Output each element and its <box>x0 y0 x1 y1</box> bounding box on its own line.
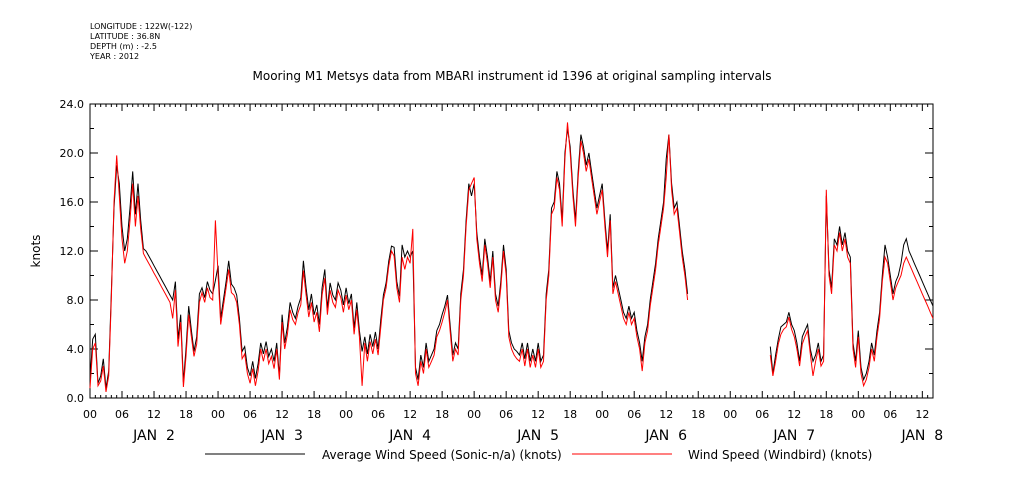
longitude-text: LONGITUDE : 122W(-122) <box>90 22 193 31</box>
day-label: JAN 5 <box>516 428 559 444</box>
metadata-block: LONGITUDE : 122W(-122) LATITUDE : 36.8N … <box>90 22 192 62</box>
series-line-sonic <box>769 195 934 382</box>
x-tick-label: 12 <box>531 408 545 421</box>
x-tick-label: 00 <box>723 408 737 421</box>
x-tick-label: 00 <box>211 408 225 421</box>
series-line-sonic <box>89 128 689 389</box>
y-tick-label: 16.0 <box>60 196 85 209</box>
x-tick-label: 18 <box>435 408 449 421</box>
x-tick-label: 06 <box>115 408 129 421</box>
legend: Average Wind Speed (Sonic-n/a) (knots) W… <box>205 448 872 462</box>
x-tick-label: 12 <box>787 408 801 421</box>
x-tick-label: 18 <box>307 408 321 421</box>
x-tick-label: 12 <box>659 408 673 421</box>
y-axis-label: knots <box>29 235 43 268</box>
x-tick-label: 06 <box>499 408 513 421</box>
chart-title: Mooring M1 Metsys data from MBARI instru… <box>253 69 772 83</box>
day-label: JAN 4 <box>388 428 431 444</box>
legend-label-windbird: Wind Speed (Windbird) (knots) <box>688 448 872 462</box>
latitude-text: LATITUDE : 36.8N <box>90 32 161 41</box>
day-label: JAN 6 <box>644 428 687 444</box>
y-tick-label: 12.0 <box>60 245 85 258</box>
y-tick-label: 4.0 <box>67 343 85 356</box>
x-tick-label: 06 <box>243 408 257 421</box>
year-text: YEAR : 2012 <box>90 52 140 61</box>
x-tick-label: 18 <box>563 408 577 421</box>
y-tick-label: 8.0 <box>67 294 85 307</box>
x-tick-label: 06 <box>883 408 897 421</box>
y-tick-label: 24.0 <box>60 98 85 111</box>
y-tick-label: 20.0 <box>60 147 85 160</box>
x-tick-label: 18 <box>819 408 833 421</box>
day-label: JAN 7 <box>772 428 815 444</box>
x-tick-label: 06 <box>371 408 385 421</box>
day-label: JAN 2 <box>132 428 175 444</box>
day-label: JAN 3 <box>260 428 303 444</box>
x-tick-label: 18 <box>179 408 193 421</box>
x-tick-label: 06 <box>627 408 641 421</box>
x-tick-label: 12 <box>147 408 161 421</box>
x-tick-label: 12 <box>915 408 929 421</box>
day-labels: JAN 2 JAN 3 JAN 4 JAN 5 JAN 6 JAN 7 JAN 8 <box>132 428 943 444</box>
day-label: JAN 8 <box>900 428 943 444</box>
y-axis-ticks: 0.0 4.0 8.0 12.0 16.0 20.0 24.0 <box>60 98 933 405</box>
x-tick-label: 00 <box>467 408 481 421</box>
x-tick-label: 12 <box>275 408 289 421</box>
y-tick-label: 0.0 <box>67 392 85 405</box>
x-tick-label: 00 <box>83 408 97 421</box>
x-tick-label: 00 <box>851 408 865 421</box>
x-tick-label: 12 <box>403 408 417 421</box>
data-lines <box>89 122 934 392</box>
x-tick-label: 00 <box>595 408 609 421</box>
legend-label-sonic: Average Wind Speed (Sonic-n/a) (knots) <box>322 448 562 462</box>
x-axis-ticks: 00 06 12 18 00 06 12 18 00 06 12 18 00 06 12 18 00 06 12 18… <box>83 104 934 421</box>
depth-text: DEPTH (m) : -2.5 <box>90 42 157 51</box>
x-tick-label: 00 <box>339 408 353 421</box>
series-line-windbird <box>769 189 934 388</box>
series-line-windbird <box>89 122 689 392</box>
x-tick-label: 18 <box>691 408 705 421</box>
x-tick-label: 06 <box>755 408 769 421</box>
